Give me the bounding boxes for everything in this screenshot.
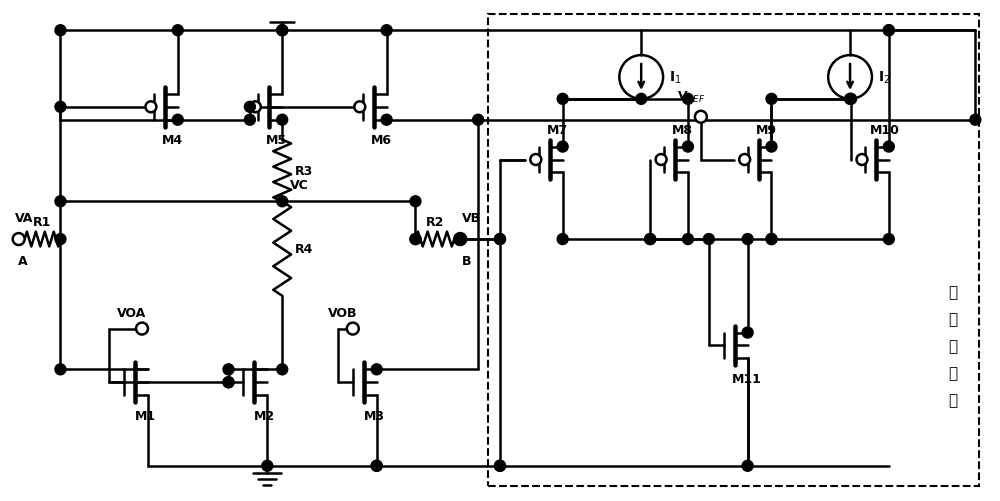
Circle shape [656,155,667,166]
Circle shape [742,328,753,338]
Text: M5: M5 [266,134,287,147]
Circle shape [557,234,568,245]
Circle shape [682,142,693,153]
Circle shape [223,377,234,388]
Circle shape [223,377,234,388]
Text: M11: M11 [732,372,762,385]
Circle shape [970,115,981,126]
Text: M8: M8 [672,124,693,137]
Circle shape [766,234,777,245]
Circle shape [883,26,894,37]
Circle shape [55,102,66,113]
Circle shape [244,115,255,126]
Circle shape [410,234,421,245]
Circle shape [277,26,288,37]
Text: VOB: VOB [328,307,357,320]
Text: R4: R4 [295,242,314,256]
Circle shape [495,234,505,245]
Text: M3: M3 [364,409,385,422]
Circle shape [883,26,894,37]
Circle shape [857,155,867,166]
Circle shape [371,460,382,471]
Circle shape [645,234,656,245]
Circle shape [495,460,505,471]
Circle shape [347,323,359,335]
Circle shape [354,102,365,113]
Text: R3: R3 [295,165,313,177]
Circle shape [381,115,392,126]
Circle shape [145,102,156,113]
Text: VC: VC [290,179,309,192]
Circle shape [682,234,693,245]
Text: I$_1$: I$_1$ [669,70,682,86]
Circle shape [742,234,753,245]
Circle shape [136,323,148,335]
Bar [488,16,979,485]
Circle shape [766,94,777,105]
Text: A: A [18,255,27,268]
Circle shape [742,460,753,471]
Circle shape [495,234,505,245]
Circle shape [883,142,894,153]
Circle shape [766,142,777,153]
Text: VOA: VOA [117,307,146,320]
Circle shape [172,115,183,126]
Circle shape [277,26,288,37]
Circle shape [883,234,894,245]
Circle shape [454,233,466,245]
Circle shape [530,155,541,166]
Circle shape [845,94,856,105]
Circle shape [455,234,466,245]
Circle shape [277,115,288,126]
Circle shape [846,94,857,105]
Text: 误
差
放
大
器: 误 差 放 大 器 [948,285,957,407]
Circle shape [682,94,693,105]
Text: R2: R2 [426,216,444,228]
Text: R1: R1 [33,216,52,228]
Circle shape [277,364,288,375]
Circle shape [695,112,707,123]
Circle shape [703,234,714,245]
Text: M1: M1 [135,409,156,422]
Circle shape [223,364,234,375]
Circle shape [172,26,183,37]
Circle shape [13,233,25,245]
Text: M9: M9 [756,124,777,137]
Circle shape [557,142,568,153]
Text: M4: M4 [162,134,183,147]
Circle shape [410,196,421,207]
Text: I$_2$: I$_2$ [878,70,890,86]
Circle shape [410,234,421,245]
Circle shape [381,26,392,37]
Circle shape [250,102,261,113]
Text: M7: M7 [547,124,568,137]
Text: V$_{REF}$: V$_{REF}$ [677,90,705,105]
Text: M10: M10 [870,124,900,137]
Circle shape [455,234,466,245]
Circle shape [557,94,568,105]
Circle shape [371,364,382,375]
Text: B: B [462,255,472,268]
Circle shape [55,234,66,245]
Circle shape [645,234,656,245]
Circle shape [473,115,484,126]
Circle shape [262,460,273,471]
Circle shape [766,234,777,245]
Text: VB: VB [462,211,481,224]
Text: VA: VA [15,211,33,224]
Circle shape [739,155,750,166]
Circle shape [636,94,647,105]
Circle shape [277,196,288,207]
Text: M6: M6 [371,134,392,147]
Circle shape [371,460,382,471]
Text: M2: M2 [254,409,275,422]
Circle shape [55,196,66,207]
Circle shape [55,364,66,375]
Circle shape [244,102,255,113]
Circle shape [55,26,66,37]
Circle shape [495,460,505,471]
